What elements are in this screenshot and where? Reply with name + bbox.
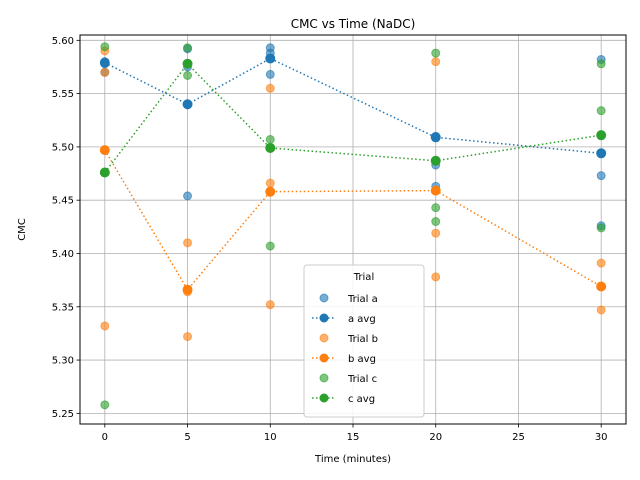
avg-point xyxy=(265,186,276,197)
y-tick-label: 5.35 xyxy=(52,302,74,313)
legend-label: Trial a xyxy=(347,294,378,305)
scatter-point xyxy=(183,238,193,248)
y-axis-label: CMC xyxy=(17,218,28,241)
avg-point xyxy=(265,142,276,153)
plot-marks xyxy=(99,42,607,410)
legend-marker xyxy=(319,393,329,403)
legend-label: a avg xyxy=(348,314,376,325)
legend-entry: c avg xyxy=(312,393,375,405)
scatter-point xyxy=(596,305,606,315)
scatter-point xyxy=(596,171,606,181)
avg-point xyxy=(99,167,110,178)
series-c-avg xyxy=(99,58,607,178)
avg-point xyxy=(430,155,441,166)
x-axis-ticks: 0 5 10 15 20 25 30 xyxy=(102,424,608,443)
scatter-point xyxy=(431,203,441,213)
scatter-point xyxy=(100,42,110,52)
avg-point xyxy=(99,145,110,156)
legend-entry: Trial c xyxy=(319,373,377,385)
legend-label: c avg xyxy=(348,394,375,405)
series-trial-c xyxy=(100,42,606,410)
scatter-point xyxy=(265,300,275,310)
avg-line xyxy=(104,62,602,173)
x-axis-label: Time (minutes) xyxy=(314,454,391,465)
scatter-point xyxy=(265,241,275,251)
scatter-point xyxy=(100,67,110,77)
scatter-point xyxy=(183,70,193,80)
y-tick-label: 5.30 xyxy=(52,356,74,367)
scatter-point xyxy=(596,223,606,233)
x-tick-label: 0 xyxy=(102,432,108,443)
scatter-point xyxy=(431,272,441,282)
series-b-avg xyxy=(99,145,607,295)
avg-point xyxy=(265,53,276,64)
scatter-point xyxy=(596,258,606,268)
avg-line xyxy=(104,149,602,292)
legend-entry: Trial b xyxy=(319,333,378,345)
legend-entry: b avg xyxy=(312,353,376,365)
avg-point xyxy=(596,130,607,141)
avg-point xyxy=(182,99,193,110)
scatter-point xyxy=(183,191,193,201)
scatter-point xyxy=(596,59,606,69)
scatter-point xyxy=(431,228,441,238)
scatter-point xyxy=(265,83,275,93)
scatter-point xyxy=(100,400,110,410)
x-tick-label: 20 xyxy=(429,432,442,443)
y-tick-label: 5.60 xyxy=(52,36,74,47)
avg-point xyxy=(596,281,607,292)
legend-marker xyxy=(319,373,329,383)
legend-label: Trial c xyxy=(347,374,377,385)
avg-point xyxy=(430,185,441,196)
chart-title: CMC vs Time (NaDC) xyxy=(291,17,416,31)
scatter-point xyxy=(431,48,441,58)
scatter-point xyxy=(431,57,441,67)
y-tick-label: 5.45 xyxy=(52,196,74,207)
avg-point xyxy=(182,58,193,69)
x-tick-label: 30 xyxy=(595,432,608,443)
y-tick-label: 5.40 xyxy=(52,249,74,260)
legend-entry: a avg xyxy=(312,313,376,325)
scatter-point xyxy=(265,178,275,188)
scatter-point xyxy=(265,134,275,144)
legend-marker xyxy=(319,313,329,323)
x-tick-label: 10 xyxy=(264,432,277,443)
x-tick-label: 15 xyxy=(347,432,360,443)
x-tick-label: 25 xyxy=(512,432,525,443)
legend-marker xyxy=(319,293,329,303)
legend-label: b avg xyxy=(348,354,376,365)
legend-label: Trial b xyxy=(347,334,378,345)
avg-point xyxy=(99,57,110,68)
avg-point xyxy=(430,132,441,143)
legend: Trial Trial a a avg Trial b b avg Trial c c av… xyxy=(303,264,425,418)
legend-entry: Trial a xyxy=(319,293,378,305)
scatter-point xyxy=(183,332,193,342)
legend-box xyxy=(303,264,425,418)
y-tick-label: 5.55 xyxy=(52,89,74,100)
avg-point xyxy=(182,284,193,295)
avg-point xyxy=(596,148,607,159)
legend-marker xyxy=(319,353,329,363)
y-tick-label: 5.50 xyxy=(52,142,74,153)
legend-marker xyxy=(319,333,329,343)
y-tick-label: 5.25 xyxy=(52,409,74,420)
y-axis-ticks: 5.25 5.30 5.35 5.40 5.45 5.50 5.55 5.60 xyxy=(52,36,80,420)
scatter-point xyxy=(431,217,441,227)
scatter-point xyxy=(183,43,193,53)
scatter-point xyxy=(265,69,275,79)
scatter-point xyxy=(100,321,110,331)
scatter-point xyxy=(596,106,606,116)
x-tick-label: 5 xyxy=(184,432,190,443)
series-a-avg xyxy=(99,53,607,159)
legend-title: Trial xyxy=(353,272,374,283)
